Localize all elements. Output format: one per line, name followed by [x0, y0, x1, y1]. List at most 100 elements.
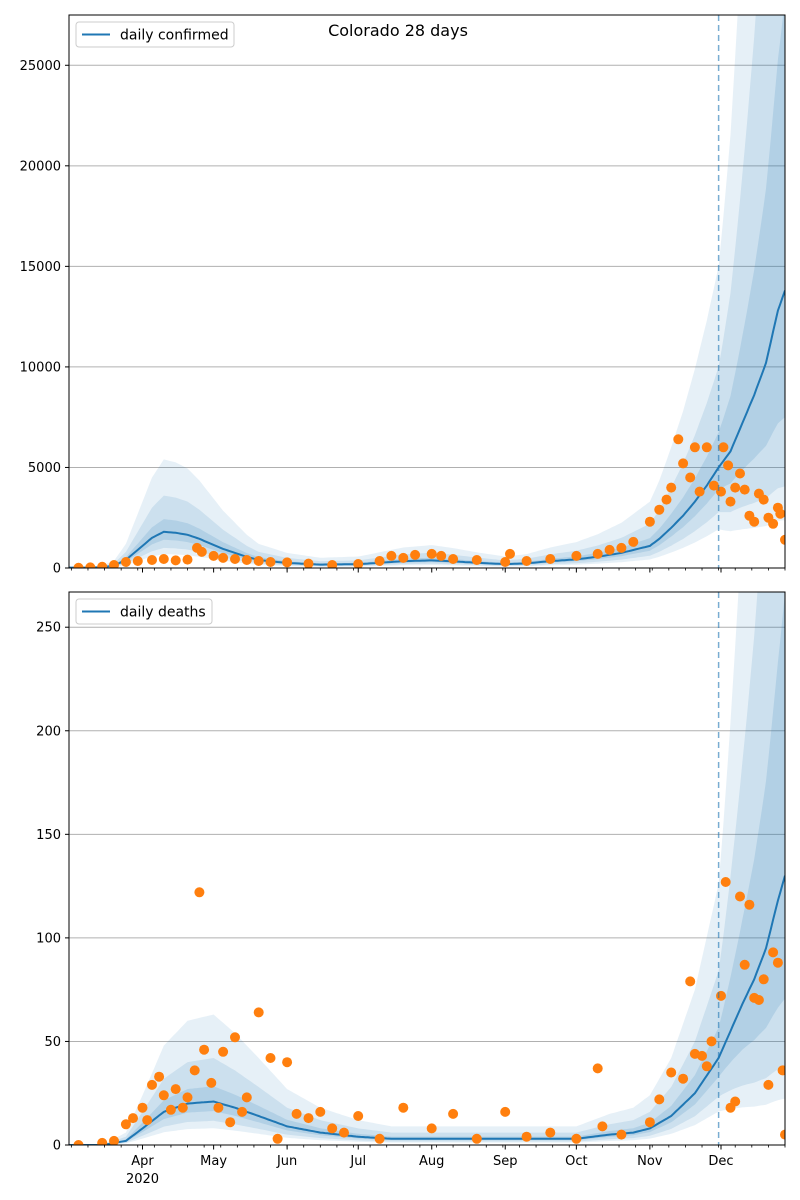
observed-point [694, 486, 705, 497]
observed-point [777, 1065, 785, 1076]
observed-point [689, 442, 700, 453]
band-middle [69, 592, 785, 1145]
band-outer [69, 592, 785, 1145]
band-outer [69, 15, 785, 568]
observed-point [592, 548, 603, 559]
observed-point [158, 1090, 169, 1101]
observed-point [170, 1084, 181, 1095]
model-line [69, 875, 785, 1145]
observed-point [170, 555, 181, 566]
observed-point [158, 554, 169, 564]
y-tick-label: 100 [36, 931, 61, 946]
observed-point [196, 546, 207, 557]
observed-point [661, 494, 672, 505]
observed-point [685, 472, 696, 483]
x-tick-label: Jul [349, 1154, 366, 1169]
observed-point [718, 442, 729, 453]
observed-point [85, 562, 96, 568]
observed-point [505, 548, 515, 559]
observed-point [73, 1140, 84, 1145]
observed-point [616, 1129, 627, 1140]
observed-point [521, 1131, 532, 1142]
observed-point [685, 976, 696, 987]
observed-point [208, 550, 219, 561]
observed-point [194, 887, 205, 898]
y-tick-label: 10000 [20, 360, 61, 375]
observed-point [398, 1102, 409, 1113]
observed-point [374, 556, 385, 566]
x-tick-label: Dec [708, 1154, 733, 1169]
observed-point [147, 1079, 157, 1090]
observed-point [500, 557, 511, 567]
observed-point [753, 995, 764, 1005]
observed-point [213, 1102, 224, 1113]
observed-point [500, 1106, 511, 1117]
observed-point [206, 1077, 217, 1088]
observed-point [315, 1106, 326, 1117]
observed-point [410, 549, 421, 560]
observed-point [545, 1127, 556, 1138]
observed-point [448, 1108, 459, 1119]
observed-point [327, 1123, 338, 1134]
x-tick-sublabel: 2020 [126, 1172, 159, 1187]
observed-point [218, 552, 229, 563]
observed-point [137, 1102, 148, 1113]
observed-point [225, 1117, 236, 1128]
observed-point [604, 544, 615, 555]
observed-point [739, 959, 750, 970]
observed-point [272, 1133, 283, 1144]
observed-point [303, 1113, 314, 1124]
x-tick-label: Apr [131, 1154, 154, 1169]
x-tick-label: Aug [419, 1154, 444, 1169]
observed-point [241, 555, 252, 565]
x-tick-label: Nov [637, 1154, 663, 1169]
observed-point [735, 468, 745, 479]
observed-point [374, 1133, 385, 1144]
observed-point [763, 1079, 774, 1090]
observed-point [758, 494, 769, 505]
observed-point [177, 1102, 188, 1113]
observed-point [353, 559, 364, 568]
observed-point [708, 480, 719, 491]
observed-point [720, 877, 731, 887]
observed-point [616, 542, 627, 553]
observed-point [398, 552, 409, 563]
observed-point [132, 556, 143, 566]
y-tick-label: 250 [36, 621, 61, 636]
observed-point [97, 561, 108, 568]
observed-point [730, 482, 741, 493]
x-tick-label: Sep [493, 1154, 518, 1169]
legend: daily confirmed [75, 21, 235, 48]
observed-point [291, 1108, 302, 1119]
observed-point [571, 550, 582, 561]
observed-point [386, 550, 397, 561]
observed-point [147, 555, 157, 565]
observed-point [775, 508, 785, 519]
axes-frame [68, 591, 786, 1146]
y-tick-label: 0 [53, 1139, 61, 1154]
observed-point [654, 1094, 665, 1105]
observed-point [120, 557, 131, 567]
observed-point [744, 899, 755, 910]
observed-point [436, 550, 447, 561]
observed-point [654, 504, 665, 515]
uncertainty-bands [69, 592, 785, 1145]
panel-daily-deaths: 0 50 100 150 200 250 Apr 2020 May Jun Jul Aug Sep Oct… [36, 591, 786, 1187]
observed-point [253, 556, 264, 566]
y-tick-label: 5000 [28, 461, 61, 476]
observed-point [716, 486, 726, 497]
panel-daily-confirmed: 0 5000 10000 15000 20000 25000 daily confirmed [20, 14, 786, 577]
observed-point [780, 1129, 785, 1140]
observed-point [758, 974, 769, 985]
y-tick-label: 20000 [20, 159, 61, 174]
observed-point [716, 990, 726, 1001]
legend-box [75, 598, 213, 625]
observed-point [735, 891, 745, 902]
legend-box [75, 21, 235, 48]
observed-point [142, 1115, 153, 1126]
observed-points [73, 434, 785, 568]
observed-point [282, 557, 293, 568]
observed-point [353, 1111, 364, 1121]
observed-point [282, 1057, 293, 1068]
observed-point [597, 1121, 608, 1132]
